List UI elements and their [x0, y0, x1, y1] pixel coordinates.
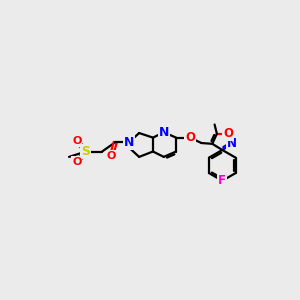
Text: O: O	[185, 131, 195, 144]
Text: N: N	[227, 137, 237, 150]
Text: O: O	[107, 151, 116, 161]
Text: N: N	[159, 126, 169, 139]
Text: S: S	[82, 145, 91, 158]
Text: O: O	[72, 157, 81, 167]
Text: F: F	[218, 174, 226, 187]
Text: N: N	[124, 136, 134, 149]
Text: O: O	[224, 127, 233, 140]
Text: O: O	[72, 136, 81, 146]
